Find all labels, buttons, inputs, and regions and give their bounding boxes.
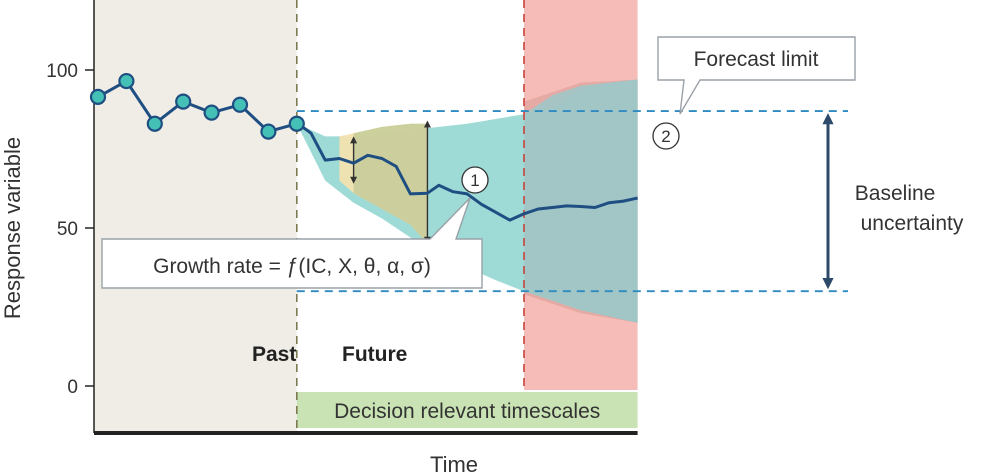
marker-2-ring xyxy=(652,122,680,150)
y-tick-label: 0 xyxy=(67,377,78,398)
past-series-point xyxy=(175,93,192,110)
decision-timescale-bar xyxy=(296,392,638,428)
decision-label: Decision relevant timescales xyxy=(334,400,600,423)
growth-rate-label: Growth rate = ƒ(IC, X, θ, α, σ) xyxy=(153,255,431,278)
marker-2: 2 xyxy=(652,122,680,150)
growth-overlap-band xyxy=(353,123,428,244)
forecast-limit-label: Forecast limit xyxy=(694,48,819,71)
uncertainty-arrow-1-head-top xyxy=(350,136,358,144)
uncertainty-arrow-1-head-bottom xyxy=(350,176,358,184)
past-series-point xyxy=(118,72,135,90)
uncertainty-arrow-2-head-top xyxy=(423,120,431,128)
past-series-point xyxy=(146,115,163,132)
y-axis-label: Response variable xyxy=(0,137,25,319)
baseline-label-line1: Baseline xyxy=(855,182,936,205)
forecast-limit-box xyxy=(657,36,856,115)
marker-1: 1 xyxy=(461,166,489,194)
growth-rate-box xyxy=(101,197,483,289)
red-band-overlay xyxy=(524,79,638,323)
callouts: Forecast limit Growth rate = ƒ(IC, X, θ, … xyxy=(101,36,856,289)
y-ticks: 0 50 100 xyxy=(46,61,94,398)
past-series-point xyxy=(203,104,220,121)
baseline-arrow-head-bottom xyxy=(822,278,834,290)
past-region xyxy=(94,0,297,433)
forecast-series-line xyxy=(296,122,638,222)
x-axis-label: Time xyxy=(430,452,478,476)
marker-1-number: 1 xyxy=(470,171,479,190)
baseline-label-line2: uncertainty xyxy=(861,212,964,235)
y-tick-label: 100 xyxy=(46,61,78,82)
past-series-point xyxy=(260,123,277,140)
growth-rate-callout: Growth rate = ƒ(IC, X, θ, α, σ) xyxy=(101,197,483,289)
past-series-point xyxy=(89,88,107,105)
y-tick-label: 50 xyxy=(57,219,78,240)
marker-1-ring xyxy=(461,166,489,194)
past-series-point xyxy=(288,115,305,132)
baseline-uncertainty-label: Baseline uncertainty xyxy=(855,182,964,235)
forecast-limit-callout: Forecast limit xyxy=(657,36,856,115)
marker-2-number: 2 xyxy=(661,127,670,146)
past-series-point xyxy=(231,96,249,113)
baseline-arrow-head-top xyxy=(822,113,834,125)
past-series-points xyxy=(89,72,305,140)
future-label: Future xyxy=(342,343,407,366)
past-label: Past xyxy=(252,343,296,366)
